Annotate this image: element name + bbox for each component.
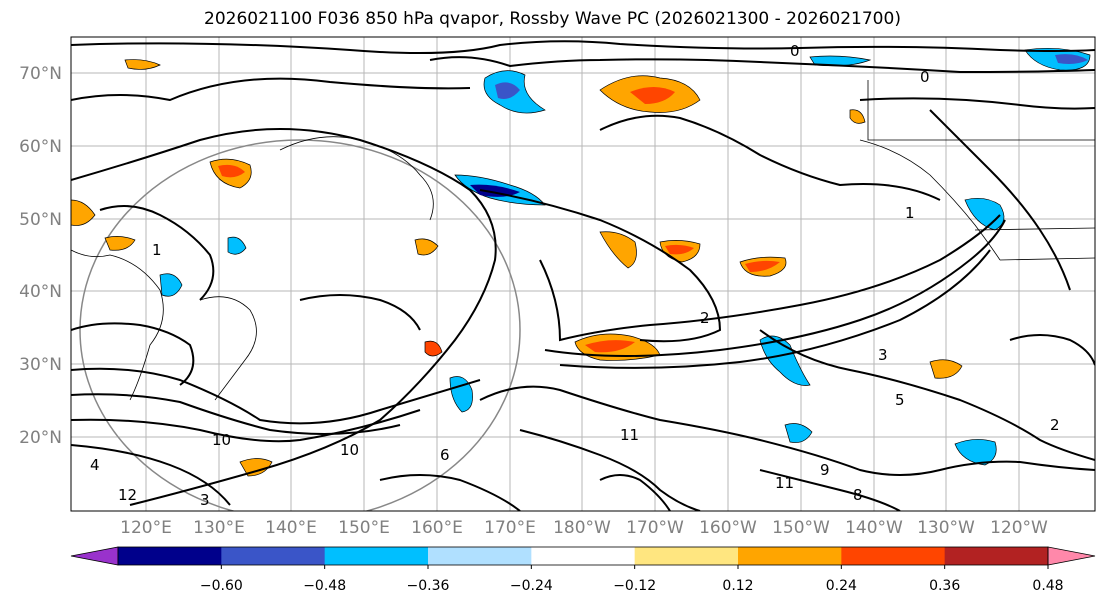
colorbar-tick-label: 0.36	[929, 578, 960, 594]
colorbar-segment	[738, 547, 842, 565]
contour-label: 11	[775, 474, 794, 492]
lon-label: 150°E	[338, 518, 390, 538]
region-circle	[79, 139, 521, 511]
lat-label: 60°N	[19, 137, 62, 157]
contour-label: 0	[790, 42, 800, 60]
colorbar-tick-label: −0.60	[200, 578, 243, 594]
lon-label: 160°E	[411, 518, 463, 538]
lat-label: 40°N	[19, 282, 62, 302]
contour-label: 2	[1050, 416, 1060, 434]
lon-label: 130°W	[917, 518, 975, 538]
lon-label: 180°W	[553, 518, 611, 538]
contour-label: 10	[212, 431, 231, 449]
coastlines	[71, 80, 1095, 401]
latitude-labels: 70°N 60°N 50°N 40°N 30°N 20°N	[19, 64, 62, 448]
contour-label: 11	[620, 426, 639, 444]
contour-label: 1	[152, 241, 162, 259]
colorbar-segment	[634, 547, 739, 565]
colorbar-tick-label: −0.24	[510, 578, 553, 594]
contour-label: 10	[340, 441, 359, 459]
colorbar-tick-label: 0.48	[1032, 578, 1063, 594]
lon-label: 170°E	[484, 518, 536, 538]
anomaly-patches	[71, 47, 1091, 477]
map-title: 2026021100 F036 850 hPa qvapor, Rossby W…	[204, 9, 901, 29]
colorbar-segment	[221, 547, 326, 565]
colorbar-tick-label: −0.48	[303, 578, 346, 594]
contour-label: 2	[700, 309, 710, 327]
plot-area	[71, 37, 1095, 511]
colorbar-tick-label: −0.12	[613, 578, 656, 594]
colorbar-extend-high	[1047, 546, 1096, 566]
colorbar-frame	[117, 546, 1049, 566]
contour-label: 12	[118, 486, 137, 504]
contour-label: 8	[853, 486, 863, 504]
contour-label: 6	[440, 446, 450, 464]
colorbar-segment	[118, 547, 222, 565]
contour-label: 3	[200, 491, 210, 509]
map-content: 0 0 1 1 2 2 3 3 4 5 6 8 9 10 10 11 11 12	[71, 37, 1095, 511]
lon-label: 170°W	[626, 518, 684, 538]
lon-label: 120°W	[990, 518, 1048, 538]
contour-label: 4	[90, 456, 100, 474]
colorbar-tick-label: 0.12	[722, 578, 753, 594]
contour-lines	[71, 40, 1095, 511]
colorbar-extend-low	[70, 546, 119, 566]
lat-label: 70°N	[19, 64, 62, 84]
lon-label: 140°E	[265, 518, 317, 538]
lat-label: 30°N	[19, 355, 62, 375]
contour-label: 3	[878, 346, 888, 364]
colorbar-segment	[841, 547, 946, 565]
plot-frame	[70, 36, 1096, 512]
lon-label: 150°W	[772, 518, 830, 538]
colorbar-tick-label: −0.36	[407, 578, 450, 594]
colorbar-segment	[944, 547, 1049, 565]
lat-label: 50°N	[19, 210, 62, 230]
contour-label: 0	[920, 68, 930, 86]
colorbar: −0.60 −0.48 −0.36 −0.24 −0.12 0.12 0.24 0.36 0.4…	[70, 546, 1096, 594]
colorbar-segment	[531, 547, 636, 565]
lon-label: 130°E	[193, 518, 245, 538]
lon-label: 120°E	[120, 518, 172, 538]
longitude-labels: 120°E 130°E 140°E 150°E 160°E 170°E 180°…	[120, 518, 1048, 538]
contour-labels: 0 0 1 1 2 2 3 3 4 5 6 8 9 10 10 11 11 12	[90, 42, 1060, 509]
lon-label: 140°W	[845, 518, 903, 538]
lat-label: 20°N	[19, 428, 62, 448]
lon-label: 160°W	[699, 518, 757, 538]
contour-label: 1	[905, 204, 915, 222]
colorbar-segment	[324, 547, 429, 565]
colorbar-segment	[428, 547, 532, 565]
colorbar-tick-label: 0.24	[826, 578, 857, 594]
contour-label: 5	[895, 391, 905, 409]
contour-label: 9	[820, 461, 830, 479]
